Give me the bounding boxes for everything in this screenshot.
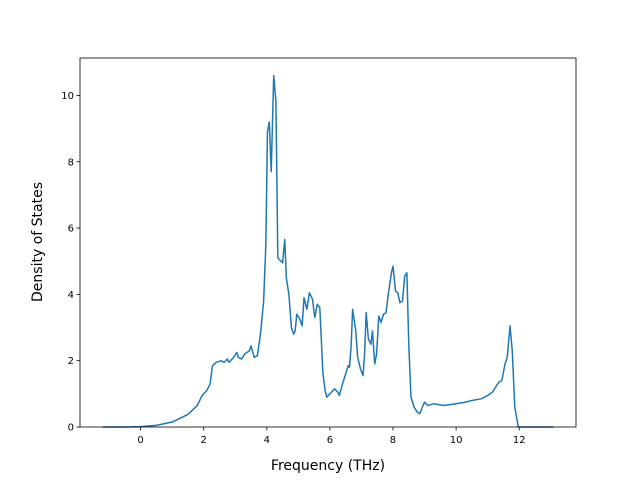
y-tick-label: 8: [68, 157, 74, 168]
line: [102, 74, 554, 428]
x-tick-label: 6: [327, 435, 333, 446]
x-axis-label: Frequency (THz): [271, 458, 385, 474]
y-tick-label: 0: [68, 423, 74, 434]
x-tick-label: 8: [390, 435, 396, 446]
y-tick-label: 10: [61, 91, 74, 102]
x-tick-label: 4: [264, 435, 270, 446]
y-axis-label: Density of States: [30, 182, 46, 302]
y-tick-label: 4: [68, 290, 74, 301]
y-tick-label: 2: [68, 356, 74, 367]
x-tick-label: 2: [200, 435, 206, 446]
plot-frame: [79, 57, 577, 428]
x-tick-label: 0: [137, 435, 143, 446]
x-tick-label: 12: [513, 435, 526, 446]
x-tick-label: 10: [450, 435, 463, 446]
y-tick-label: 6: [68, 224, 74, 235]
